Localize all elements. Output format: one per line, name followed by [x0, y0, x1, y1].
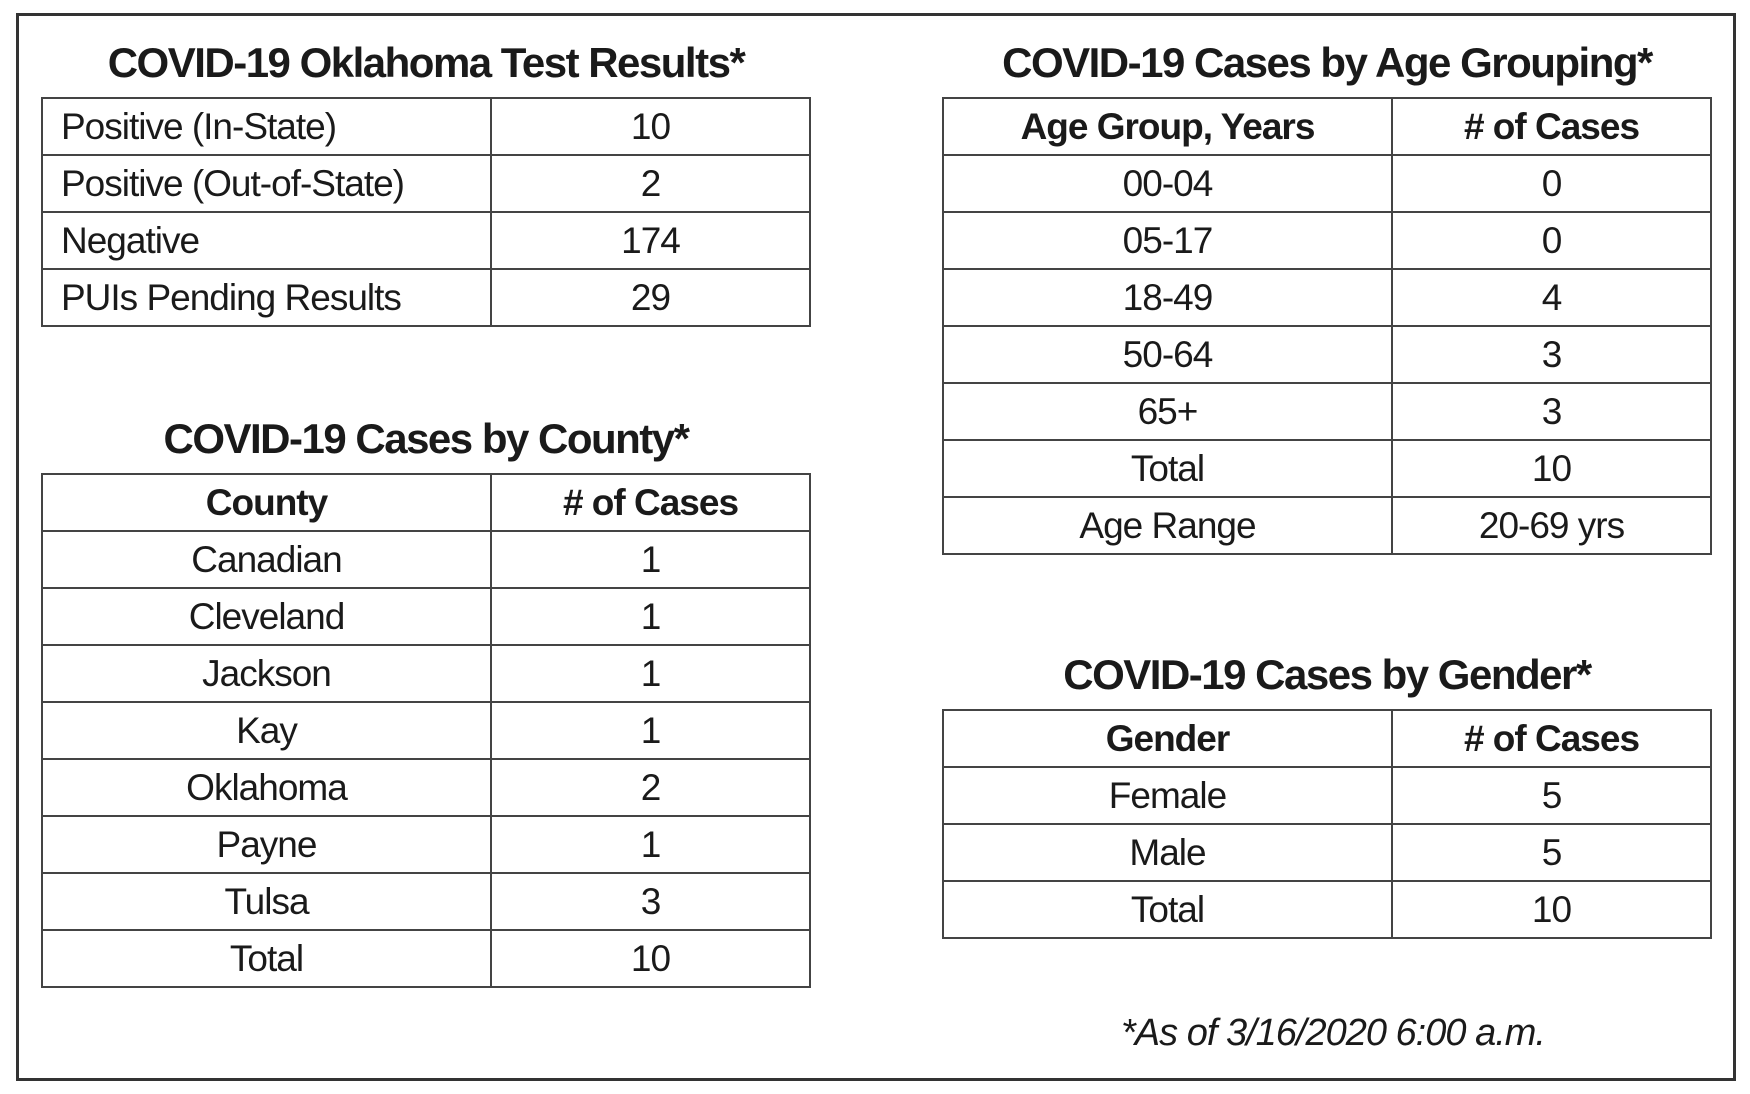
row-label: Male	[942, 823, 1393, 882]
row: Total 10	[942, 439, 1712, 498]
row-value: 5	[1391, 823, 1712, 882]
row-label: Oklahoma	[41, 758, 492, 817]
row: Total 10	[942, 880, 1712, 939]
row-value: 1	[490, 644, 811, 703]
table-body: Gender # of Cases Female 5 Male 5 Total 10	[942, 709, 1712, 939]
row-value: 174	[490, 211, 811, 270]
row: Male 5	[942, 823, 1712, 882]
header-row: County # of Cases	[41, 473, 811, 532]
row-value: 1	[490, 587, 811, 646]
row-label: Female	[942, 766, 1393, 825]
row-label: Cleveland	[41, 587, 492, 646]
row-value: 2	[490, 154, 811, 213]
header-cell: # of Cases	[1391, 97, 1712, 156]
table-title: COVID-19 Cases by Gender*	[1063, 651, 1592, 698]
row-label: Tulsa	[41, 872, 492, 931]
data-table: Positive (In-State) 10 Positive (Out-of-St…	[41, 97, 811, 327]
row-label: 00-04	[942, 154, 1393, 213]
row: Tulsa 3	[41, 872, 811, 931]
row: Age Range 20-69 yrs	[942, 496, 1712, 555]
row-label: 05-17	[942, 211, 1393, 270]
row: Negative 174	[41, 211, 811, 270]
row: Cleveland 1	[41, 587, 811, 646]
data-table: Gender # of Cases Female 5 Male 5 Total 10	[942, 709, 1712, 939]
row-label: Kay	[41, 701, 492, 760]
row-value: 3	[1391, 382, 1712, 441]
row-value: 10	[490, 929, 811, 988]
row-value: 1	[490, 701, 811, 760]
row: Female 5	[942, 766, 1712, 825]
row-label: 65+	[942, 382, 1393, 441]
table-title: COVID-19 Cases by Age Grouping*	[1002, 39, 1653, 86]
row: 65+ 3	[942, 382, 1712, 441]
header-cell: County	[41, 473, 492, 532]
row-label: Total	[942, 880, 1393, 939]
row-value: 10	[1391, 880, 1712, 939]
data-table: County # of Cases Canadian 1 Cleveland 1 Jacks…	[41, 473, 811, 988]
table-title: COVID-19 Cases by County*	[163, 415, 691, 462]
row-value: 5	[1391, 766, 1712, 825]
row: Oklahoma 2	[41, 758, 811, 817]
table-body: Age Group, Years # of Cases 00-04 0 05-17 0 18…	[942, 97, 1712, 555]
row-label: PUIs Pending Results	[41, 268, 492, 327]
row: 05-17 0	[942, 211, 1712, 270]
row-value: 20-69 yrs	[1391, 496, 1712, 555]
row-value: 29	[490, 268, 811, 327]
header-cell: Age Group, Years	[942, 97, 1393, 156]
row-label: Negative	[41, 211, 492, 270]
row: 18-49 4	[942, 268, 1712, 327]
row-value: 10	[1391, 439, 1712, 498]
row-value: 10	[490, 97, 811, 156]
row: Payne 1	[41, 815, 811, 874]
table-body: County # of Cases Canadian 1 Cleveland 1 Jacks…	[41, 473, 811, 988]
row: Positive (Out-of-State) 2	[41, 154, 811, 213]
row: Kay 1	[41, 701, 811, 760]
header-row: Age Group, Years # of Cases	[942, 97, 1712, 156]
row: Jackson 1	[41, 644, 811, 703]
row: Canadian 1	[41, 530, 811, 589]
row-label: Positive (Out-of-State)	[41, 154, 492, 213]
table-title: COVID-19 Oklahoma Test Results*	[107, 39, 746, 86]
header-cell: # of Cases	[1391, 709, 1712, 768]
header-cell: Gender	[942, 709, 1393, 768]
row-label: 50-64	[942, 325, 1393, 384]
row-label: Age Range	[942, 496, 1393, 555]
row-label: Total	[41, 929, 492, 988]
row-value: 4	[1391, 268, 1712, 327]
row-label: Jackson	[41, 644, 492, 703]
row-value: 1	[490, 530, 811, 589]
row: Total 10	[41, 929, 811, 988]
row-label: Total	[942, 439, 1393, 498]
row: PUIs Pending Results 29	[41, 268, 811, 327]
footnote: *As of 3/16/2020 6:00 a.m.	[1121, 1012, 1546, 1054]
header-row: Gender # of Cases	[942, 709, 1712, 768]
row-label: Payne	[41, 815, 492, 874]
row-label: Positive (In-State)	[41, 97, 492, 156]
row-value: 2	[490, 758, 811, 817]
data-table: Age Group, Years # of Cases 00-04 0 05-17 0 18…	[942, 97, 1712, 555]
row: 50-64 3	[942, 325, 1712, 384]
row-label: Canadian	[41, 530, 492, 589]
frame	[16, 13, 1736, 1081]
row-value: 3	[490, 872, 811, 931]
header-cell: # of Cases	[490, 473, 811, 532]
row-value: 0	[1391, 211, 1712, 270]
row-value: 0	[1391, 154, 1712, 213]
row-value: 1	[490, 815, 811, 874]
row-label: 18-49	[942, 268, 1393, 327]
table-body: Positive (In-State) 10 Positive (Out-of-St…	[41, 97, 811, 327]
row: Positive (In-State) 10	[41, 97, 811, 156]
row: 00-04 0	[942, 154, 1712, 213]
row-value: 3	[1391, 325, 1712, 384]
